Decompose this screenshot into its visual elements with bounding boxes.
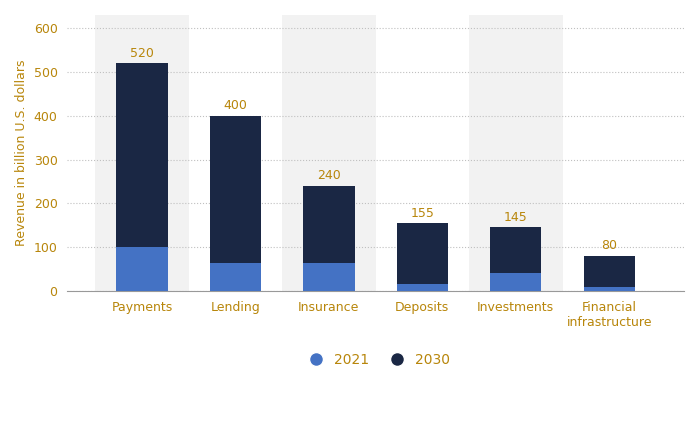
Bar: [303, 262, 354, 291]
Text: 520: 520: [130, 47, 154, 59]
Bar: [396, 285, 448, 291]
Bar: [490, 274, 542, 291]
Bar: [490, 227, 542, 274]
Bar: [116, 63, 168, 247]
Bar: [375, 15, 469, 291]
Bar: [95, 15, 189, 291]
Bar: [396, 223, 448, 285]
Text: 145: 145: [504, 211, 528, 224]
Text: 400: 400: [224, 99, 247, 112]
Bar: [282, 15, 375, 291]
Text: 80: 80: [601, 239, 617, 253]
Bar: [210, 262, 261, 291]
Bar: [584, 256, 635, 287]
Bar: [210, 116, 261, 262]
Bar: [469, 15, 563, 291]
Y-axis label: Revenue in billion U.S. dollars: Revenue in billion U.S. dollars: [15, 60, 28, 246]
Bar: [116, 247, 168, 291]
Text: 240: 240: [317, 169, 341, 182]
Legend: 2021, 2030: 2021, 2030: [296, 347, 455, 373]
Bar: [303, 186, 354, 262]
Bar: [563, 15, 656, 291]
Text: 155: 155: [410, 206, 434, 220]
Bar: [189, 15, 282, 291]
Bar: [584, 287, 635, 291]
